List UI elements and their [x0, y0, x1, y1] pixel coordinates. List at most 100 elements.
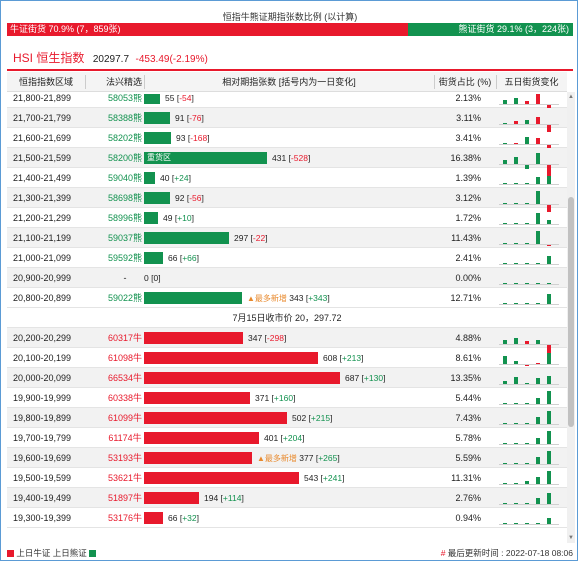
share-percent: 12.71%	[450, 293, 481, 303]
day-change: -54	[179, 94, 192, 103]
count-value: 49 [+10]	[163, 213, 194, 223]
table-row[interactable]: 21,400-21,499 59040熊 40 [+24] 1.39%	[7, 168, 567, 188]
table-row[interactable]: 19,300-19,399 53176牛 66 [+32] 0.94%	[7, 508, 567, 528]
sparkline-bar	[514, 483, 518, 484]
cbbc-code-link[interactable]: 58053熊	[107, 94, 143, 103]
table-row[interactable]: 21,300-21,399 58698熊 92 [-56] 3.12%	[7, 188, 567, 212]
table-row[interactable]: 19,800-19,899 61099牛 502 [+215] 7.43%	[7, 408, 567, 428]
table-row[interactable]: 19,400-19,499 51897牛 194 [+114] 2.76%	[7, 488, 567, 508]
count-value: 431 [-528]	[272, 153, 311, 163]
sparkline-bar	[503, 243, 507, 244]
table-row[interactable]: 20,200-20,299 60317牛 347 [-298] 4.88%	[7, 328, 567, 353]
cbbc-code-link[interactable]: 58200熊	[107, 153, 143, 163]
cbbc-code-link[interactable]: 53621牛	[107, 473, 143, 483]
cbbc-code-link[interactable]: 51897牛	[107, 493, 143, 503]
share-percent: 2.13%	[455, 94, 481, 103]
col-trend-header: 五日街货变化	[504, 77, 559, 87]
count-bar	[144, 252, 163, 264]
hsi-header: HSI 恒生指数 20297.7 -453.49(-2.19%)	[13, 49, 208, 67]
table-row[interactable]: 20,900-20,999 - 0 [0] 0.00%	[7, 268, 567, 288]
sparkline-bar	[525, 443, 529, 444]
count-number: 93	[176, 133, 186, 143]
index-range: 19,700-19,799	[13, 433, 72, 443]
count-value: 55 [-54]	[165, 94, 194, 103]
sparkline-bar	[503, 443, 507, 444]
sparkline-baseline	[499, 184, 559, 185]
sparkline-bar	[503, 483, 507, 484]
table-row[interactable]: 21,800-21,899 58053熊 55 [-54] 2.13%	[7, 94, 567, 113]
cbbc-code-link[interactable]: 66534牛	[107, 373, 143, 383]
cbbc-code-link[interactable]: 58996熊	[107, 213, 143, 223]
table-row[interactable]: 19,900-19,999 60338牛 371 [+160] 5.44%	[7, 388, 567, 408]
share-percent: 1.72%	[455, 213, 481, 223]
index-range: 21,800-21,899	[13, 94, 72, 103]
five-day-sparkline	[499, 168, 559, 188]
table-row[interactable]: 21,500-21,599 58200熊 重货区 431 [-528] 16.38%	[7, 148, 567, 176]
cbbc-code-link[interactable]: 59022熊	[107, 293, 143, 303]
index-range: 20,800-20,899	[13, 293, 72, 303]
sparkline-bar	[503, 463, 507, 464]
table-row[interactable]: 21,600-21,699 58202熊 93 [-168] 3.41%	[7, 128, 567, 153]
five-day-sparkline	[499, 268, 559, 288]
table-row[interactable]: 21,700-21,799 58388熊 91 [-76] 3.11%	[7, 108, 567, 132]
scroll-up-icon[interactable]: ▲	[568, 94, 574, 100]
five-day-sparkline	[499, 208, 559, 228]
cbbc-code-link[interactable]: 61099牛	[107, 413, 143, 423]
table-row[interactable]: 21,000-21,099 59592熊 66 [+66] 2.41%	[7, 248, 567, 268]
cbbc-code-link[interactable]: 59037熊	[107, 233, 143, 243]
share-percent: 2.41%	[455, 253, 481, 263]
sparkline-baseline	[499, 524, 559, 525]
sparkline-bar	[536, 303, 540, 304]
cbbc-code-link[interactable]: 53176牛	[107, 513, 143, 523]
table-row[interactable]: 21,200-21,299 58996熊 49 [+10] 1.72%	[7, 208, 567, 228]
legend: 上日牛证 上日熊证	[7, 547, 97, 559]
sparkline-baseline	[499, 124, 559, 125]
day-change: +10	[177, 213, 192, 223]
index-range: 21,500-21,599	[13, 153, 72, 163]
table-row[interactable]: 19,600-19,699 53193牛 ▲最多新增 377 [+265] 5.59%	[7, 448, 567, 468]
index-range: 21,600-21,699	[13, 133, 72, 143]
sparkline-baseline	[499, 144, 559, 145]
count-number: 194	[204, 493, 219, 503]
cbbc-code-link[interactable]: 61174牛	[108, 433, 142, 443]
five-day-sparkline	[499, 328, 559, 353]
count-number: 543	[304, 473, 319, 483]
sparkline-bar	[514, 121, 518, 124]
table-row[interactable]: 20,800-20,899 59022熊 ▲最多新增 343 [+343] 12.71…	[7, 288, 567, 308]
count-value: 502 [+215]	[292, 413, 333, 423]
table-row[interactable]: 20,000-20,099 66534牛 687 [+130] 13.35%	[7, 368, 567, 388]
cbbc-code-link[interactable]: 53193牛	[107, 453, 143, 463]
cbbc-code-link[interactable]: 60338牛	[107, 393, 143, 403]
table-row[interactable]: 19,700-19,799 61174牛 401 [+204] 5.78%	[7, 428, 567, 448]
count-number: 347	[248, 333, 263, 343]
table-header: 恒指指数区域 法兴精选 相对期指张数 [括号内为一日变化] 街货占比 (%) 五…	[7, 72, 567, 92]
five-day-sparkline	[499, 248, 559, 268]
day-change: +213	[341, 353, 362, 363]
index-range: 21,400-21,499	[13, 173, 72, 183]
sparkline-bar	[525, 120, 529, 124]
table-row[interactable]: 21,100-21,199 59037熊 297 [-22] 11.43%	[7, 228, 567, 248]
cbbc-table-body[interactable]: 21,800-21,899 58053熊 55 [-54] 2.13% 21,700-2…	[7, 94, 567, 541]
cbbc-code-link[interactable]: 58698熊	[107, 193, 143, 203]
table-row[interactable]: 19,500-19,599 53621牛 543 [+241] 11.31%	[7, 468, 567, 488]
count-bar	[144, 94, 160, 104]
cbbc-code-link[interactable]: 61098牛	[107, 353, 143, 363]
count-number: 371	[255, 393, 270, 403]
count-value: 66 [+32]	[168, 513, 199, 523]
sparkline-bar	[547, 283, 551, 284]
cbbc-code-link[interactable]: 60317牛	[107, 333, 143, 343]
count-value: ▲最多新增 343 [+343]	[247, 293, 330, 303]
cbbc-code-link[interactable]: 58388熊	[107, 113, 143, 123]
table-row[interactable]: 20,100-20,199 61098牛 608 [+213] 8.61%	[7, 348, 567, 368]
last-updated: # 最后更新时间 : 2022-07-18 08:06	[441, 547, 573, 559]
cbbc-code-link[interactable]: 58202熊	[107, 133, 143, 143]
sparkline-bar	[525, 523, 529, 524]
scrollbar-thumb[interactable]	[568, 197, 574, 427]
index-range: 19,800-19,899	[13, 413, 72, 423]
share-percent: 3.12%	[455, 193, 481, 203]
cbbc-code-link[interactable]: 59040熊	[107, 173, 143, 183]
sparkline-bar	[536, 477, 540, 484]
scroll-down-icon[interactable]: ▼	[568, 535, 574, 541]
cbbc-code-link[interactable]: 59592熊	[107, 253, 143, 263]
